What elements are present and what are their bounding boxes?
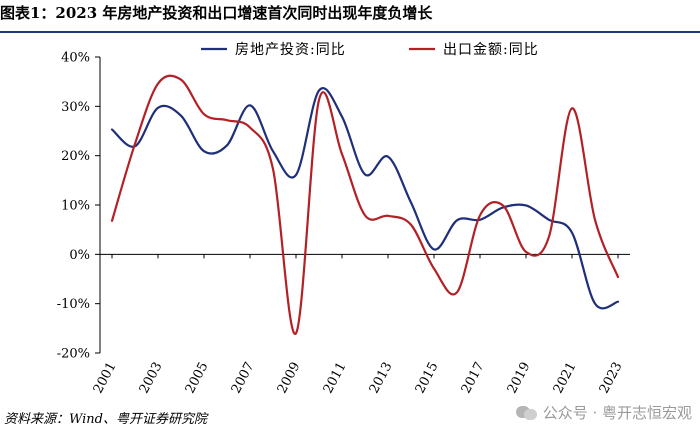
legend-label-2: 出口金额:同比 xyxy=(443,42,539,58)
x-tick-label: 2017 xyxy=(459,360,488,396)
y-tick-label: -10% xyxy=(57,297,90,312)
x-tick-label: 2015 xyxy=(413,360,442,396)
y-tick-label: 0% xyxy=(69,248,90,263)
y-tick-label: 40% xyxy=(61,51,90,66)
legend: 房地产投资:同比 出口金额:同比 xyxy=(201,42,539,58)
x-tick-label: 2023 xyxy=(597,360,626,396)
x-tick-label: 2001 xyxy=(91,360,120,396)
y-tick-label: -20% xyxy=(57,347,90,362)
series-layer xyxy=(110,74,620,335)
series-line-2 xyxy=(110,74,620,335)
x-tick-label: 2007 xyxy=(229,360,258,396)
x-tick-label: 2021 xyxy=(551,360,580,396)
y-tick-label: 10% xyxy=(61,199,90,214)
chart-title: 图表1：2023 年房地产投资和出口增速首次同时出现年度负增长 xyxy=(0,4,433,22)
title-divider xyxy=(0,31,700,33)
line-chart: -20% -10% 0% 10% 20% 30% 40% 2001 2003 2005 2007 20… xyxy=(57,42,630,396)
y-tick-label: 30% xyxy=(61,100,90,115)
legend-label-1: 房地产投资:同比 xyxy=(235,42,346,58)
series-line-1 xyxy=(110,87,620,310)
x-tick-label: 2013 xyxy=(367,360,396,396)
x-tick-label: 2011 xyxy=(321,360,350,396)
y-tick-label: 20% xyxy=(61,149,90,164)
source-note: 资料来源：Wind、粤开证券研究院 xyxy=(4,412,207,427)
watermark-text: 公众号 · 粤开志恒宏观 xyxy=(542,404,692,422)
x-tick-label: 2003 xyxy=(137,360,166,396)
axes: -20% -10% 0% 10% 20% 30% 40% 2001 2003 2005 2007 20… xyxy=(57,51,630,396)
watermark: 公众号 · 粤开志恒宏观 xyxy=(515,402,692,423)
x-tick-label: 2019 xyxy=(505,360,534,396)
wechat-icon xyxy=(515,405,538,421)
x-tick-label: 2005 xyxy=(183,360,212,396)
x-tick-label: 2009 xyxy=(275,360,304,396)
